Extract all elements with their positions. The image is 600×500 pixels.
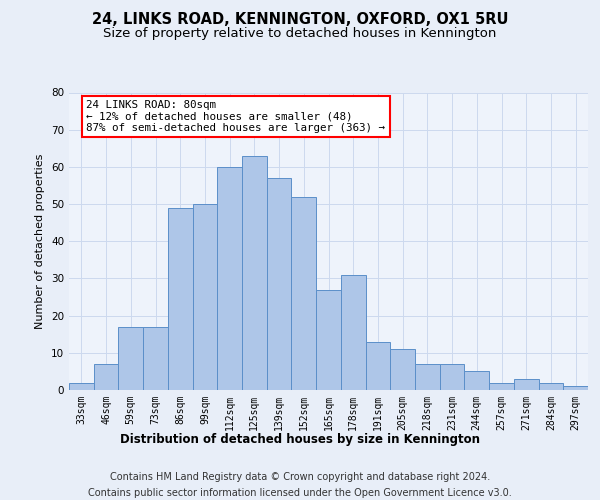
Bar: [242, 156, 267, 390]
Bar: [267, 178, 292, 390]
Bar: [69, 382, 94, 390]
Y-axis label: Number of detached properties: Number of detached properties: [35, 154, 46, 329]
Bar: [539, 382, 563, 390]
Bar: [514, 379, 539, 390]
Bar: [292, 196, 316, 390]
Bar: [489, 382, 514, 390]
Bar: [94, 364, 118, 390]
Bar: [217, 167, 242, 390]
Bar: [365, 342, 390, 390]
Bar: [341, 274, 365, 390]
Bar: [316, 290, 341, 390]
Bar: [563, 386, 588, 390]
Text: Contains public sector information licensed under the Open Government Licence v3: Contains public sector information licen…: [88, 488, 512, 498]
Bar: [390, 349, 415, 390]
Text: Distribution of detached houses by size in Kennington: Distribution of detached houses by size …: [120, 432, 480, 446]
Text: 24, LINKS ROAD, KENNINGTON, OXFORD, OX1 5RU: 24, LINKS ROAD, KENNINGTON, OXFORD, OX1 …: [92, 12, 508, 28]
Text: Size of property relative to detached houses in Kennington: Size of property relative to detached ho…: [103, 28, 497, 40]
Bar: [464, 372, 489, 390]
Bar: [168, 208, 193, 390]
Bar: [193, 204, 217, 390]
Text: Contains HM Land Registry data © Crown copyright and database right 2024.: Contains HM Land Registry data © Crown c…: [110, 472, 490, 482]
Bar: [143, 327, 168, 390]
Bar: [415, 364, 440, 390]
Bar: [440, 364, 464, 390]
Bar: [118, 327, 143, 390]
Text: 24 LINKS ROAD: 80sqm
← 12% of detached houses are smaller (48)
87% of semi-detac: 24 LINKS ROAD: 80sqm ← 12% of detached h…: [86, 100, 385, 133]
